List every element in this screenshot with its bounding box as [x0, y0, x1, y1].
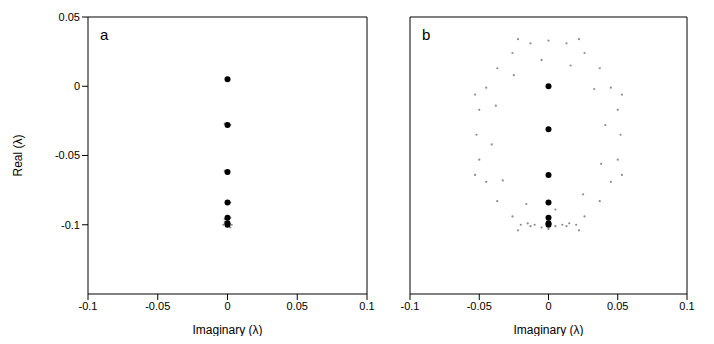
- svg-text:0.05: 0.05: [287, 300, 308, 312]
- svg-text:Real (λ): Real (λ): [11, 134, 25, 176]
- html-text:b: b: [422, 26, 431, 43]
- svg-text:-0.05: -0.05: [467, 300, 492, 312]
- svg-text:Imaginary (λ): Imaginary (λ): [513, 323, 583, 336]
- svg-text:0: 0: [545, 300, 551, 312]
- svg-text:0.1: 0.1: [359, 300, 374, 312]
- svg-text:0: 0: [224, 300, 230, 312]
- svg-text:0.1: 0.1: [679, 300, 694, 312]
- svg-text:-0.05: -0.05: [145, 300, 170, 312]
- svg-text:0: 0: [74, 80, 80, 92]
- svg-text:0.05: 0.05: [59, 11, 80, 23]
- svg-text:Imaginary (λ): Imaginary (λ): [192, 323, 262, 336]
- svg-text:0.05: 0.05: [607, 300, 628, 312]
- svg-text:-0.1: -0.1: [401, 300, 420, 312]
- svg-text:-0.1: -0.1: [61, 219, 80, 231]
- svg-text:-0.05: -0.05: [55, 149, 80, 161]
- html-text:a: a: [100, 26, 109, 43]
- svg-text:-0.1: -0.1: [79, 300, 98, 312]
